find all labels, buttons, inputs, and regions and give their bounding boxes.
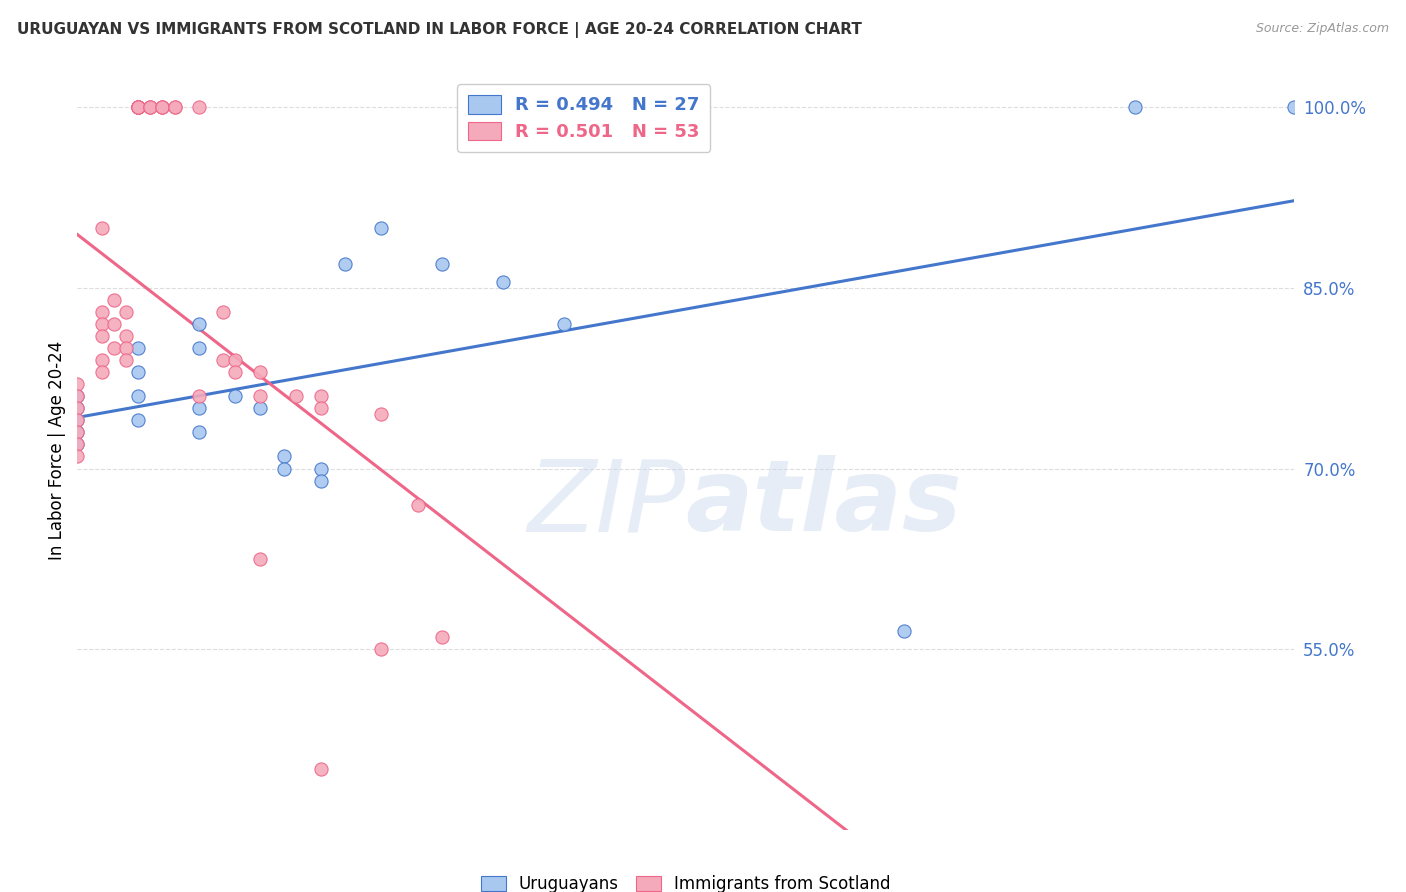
Point <box>333 257 356 271</box>
Point <box>249 365 271 379</box>
Point <box>66 413 89 427</box>
Point <box>188 100 211 114</box>
Point <box>115 329 138 343</box>
Point <box>309 401 332 416</box>
Point <box>893 624 915 638</box>
Point <box>103 341 125 355</box>
Point <box>90 317 112 331</box>
Point <box>370 220 392 235</box>
Point <box>90 305 112 319</box>
Point <box>139 100 162 114</box>
Point <box>90 329 112 343</box>
Point <box>273 450 295 464</box>
Point <box>163 100 186 114</box>
Point <box>188 341 211 355</box>
Point <box>127 365 149 379</box>
Point <box>66 437 89 451</box>
Point <box>66 425 89 440</box>
Point <box>127 100 149 114</box>
Point <box>66 401 89 416</box>
Point <box>139 100 162 114</box>
Point <box>115 305 138 319</box>
Point <box>66 437 89 451</box>
Point <box>152 100 174 114</box>
Point <box>309 461 332 475</box>
Point <box>66 425 89 440</box>
Point <box>249 401 271 416</box>
Point <box>309 474 332 488</box>
Point <box>309 763 332 777</box>
Point <box>188 317 211 331</box>
Y-axis label: In Labor Force | Age 20-24: In Labor Force | Age 20-24 <box>48 341 66 560</box>
Point <box>553 317 575 331</box>
Point <box>370 642 392 657</box>
Point <box>127 100 149 114</box>
Point <box>152 100 174 114</box>
Point <box>249 551 271 566</box>
Point <box>370 408 392 422</box>
Point <box>66 389 89 403</box>
Legend: R = 0.494   N = 27, R = 0.501   N = 53: R = 0.494 N = 27, R = 0.501 N = 53 <box>457 84 710 152</box>
Point <box>212 305 235 319</box>
Text: ZIP: ZIP <box>527 455 686 552</box>
Point <box>66 413 89 427</box>
Text: Source: ZipAtlas.com: Source: ZipAtlas.com <box>1256 22 1389 36</box>
Point <box>188 401 211 416</box>
Point <box>430 630 453 644</box>
Point <box>127 341 149 355</box>
Point <box>224 389 246 403</box>
Point <box>1282 100 1305 114</box>
Text: atlas: atlas <box>686 455 962 552</box>
Point <box>66 450 89 464</box>
Point <box>127 100 149 114</box>
Point <box>188 389 211 403</box>
Point <box>127 389 149 403</box>
Point <box>127 100 149 114</box>
Point <box>90 353 112 368</box>
Point <box>127 100 149 114</box>
Point <box>139 100 162 114</box>
Point <box>309 389 332 403</box>
Point <box>115 341 138 355</box>
Point <box>66 377 89 392</box>
Point <box>212 353 235 368</box>
Point <box>103 317 125 331</box>
Point <box>90 365 112 379</box>
Point <box>127 100 149 114</box>
Point <box>127 100 149 114</box>
Point <box>188 425 211 440</box>
Point <box>152 100 174 114</box>
Point <box>115 353 138 368</box>
Point <box>90 220 112 235</box>
Point <box>224 353 246 368</box>
Point <box>127 413 149 427</box>
Point <box>285 389 308 403</box>
Point <box>66 401 89 416</box>
Point <box>1125 100 1147 114</box>
Point <box>249 389 271 403</box>
Point <box>224 365 246 379</box>
Point <box>66 389 89 403</box>
Point <box>406 498 429 512</box>
Point <box>103 293 125 307</box>
Text: URUGUAYAN VS IMMIGRANTS FROM SCOTLAND IN LABOR FORCE | AGE 20-24 CORRELATION CHA: URUGUAYAN VS IMMIGRANTS FROM SCOTLAND IN… <box>17 22 862 38</box>
Point <box>430 257 453 271</box>
Point <box>163 100 186 114</box>
Point <box>273 461 295 475</box>
Point <box>492 275 515 289</box>
